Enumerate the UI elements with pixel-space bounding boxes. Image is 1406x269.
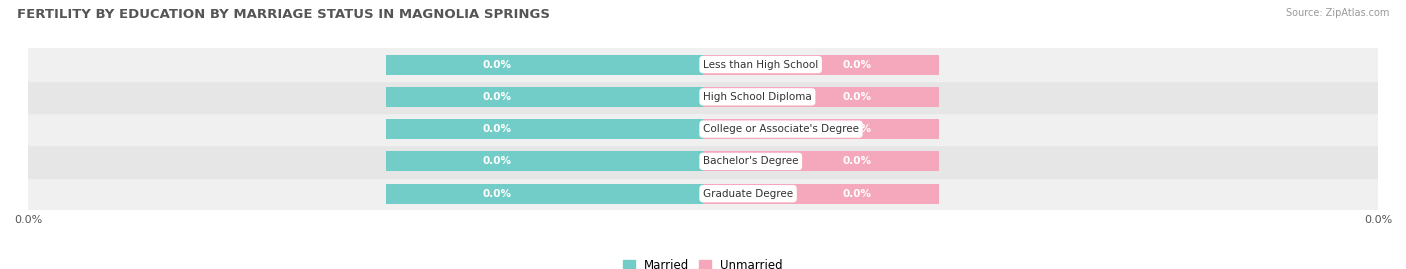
Text: 0.0%: 0.0%	[842, 59, 872, 70]
Bar	[703, 87, 939, 107]
Text: 0.0%: 0.0%	[482, 124, 512, 134]
Text: Source: ZipAtlas.com: Source: ZipAtlas.com	[1285, 8, 1389, 18]
Bar	[703, 55, 939, 75]
Bar	[385, 151, 703, 171]
Text: 0.0%: 0.0%	[842, 92, 872, 102]
Text: 0.0%: 0.0%	[482, 156, 512, 167]
Text: College or Associate's Degree: College or Associate's Degree	[703, 124, 859, 134]
Text: 0.0%: 0.0%	[482, 59, 512, 70]
Text: 0.0%: 0.0%	[482, 189, 512, 199]
Bar	[28, 113, 1378, 145]
Text: Bachelor's Degree: Bachelor's Degree	[703, 156, 799, 167]
Bar	[28, 81, 1378, 113]
Text: FERTILITY BY EDUCATION BY MARRIAGE STATUS IN MAGNOLIA SPRINGS: FERTILITY BY EDUCATION BY MARRIAGE STATU…	[17, 8, 550, 21]
Legend: Married, Unmarried: Married, Unmarried	[619, 254, 787, 269]
Bar	[703, 119, 939, 139]
Bar	[385, 55, 703, 75]
Bar	[385, 119, 703, 139]
Text: 0.0%: 0.0%	[482, 92, 512, 102]
Bar	[28, 178, 1378, 210]
Text: 0.0%: 0.0%	[842, 156, 872, 167]
Bar	[385, 87, 703, 107]
Text: 0.0%: 0.0%	[842, 124, 872, 134]
Text: High School Diploma: High School Diploma	[703, 92, 811, 102]
Bar	[703, 151, 939, 171]
Bar	[385, 184, 703, 204]
Bar	[28, 145, 1378, 178]
Text: Less than High School: Less than High School	[703, 59, 818, 70]
Bar	[28, 48, 1378, 81]
Text: 0.0%: 0.0%	[842, 189, 872, 199]
Text: Graduate Degree: Graduate Degree	[703, 189, 793, 199]
Bar	[703, 184, 939, 204]
